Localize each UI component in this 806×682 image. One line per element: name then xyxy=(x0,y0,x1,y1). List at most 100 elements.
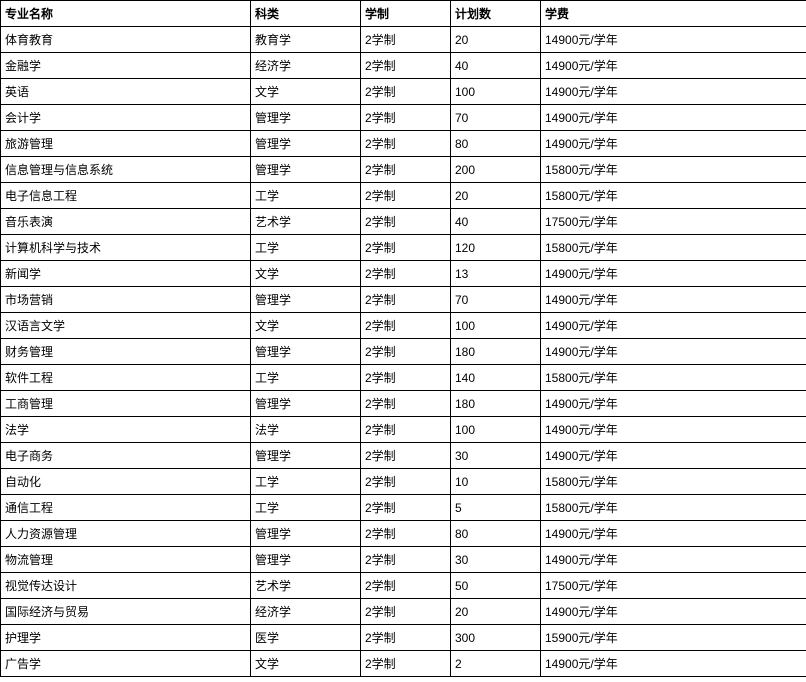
cell-tuition: 14900元/学年 xyxy=(541,339,806,365)
cell-major: 软件工程 xyxy=(1,365,251,391)
table-row: 信息管理与信息系统管理学2学制20015800元/学年 xyxy=(1,157,806,183)
cell-tuition: 15800元/学年 xyxy=(541,469,806,495)
cell-tuition: 14900元/学年 xyxy=(541,131,806,157)
cell-plan: 10 xyxy=(451,469,541,495)
cell-tuition: 14900元/学年 xyxy=(541,417,806,443)
col-header-major: 专业名称 xyxy=(1,1,251,27)
cell-system: 2学制 xyxy=(361,469,451,495)
cell-system: 2学制 xyxy=(361,547,451,573)
cell-system: 2学制 xyxy=(361,105,451,131)
table-row: 广告学文学2学制214900元/学年 xyxy=(1,651,806,677)
table-row: 法学法学2学制10014900元/学年 xyxy=(1,417,806,443)
cell-plan: 80 xyxy=(451,521,541,547)
cell-system: 2学制 xyxy=(361,443,451,469)
table-row: 通信工程工学2学制515800元/学年 xyxy=(1,495,806,521)
cell-system: 2学制 xyxy=(361,53,451,79)
cell-system: 2学制 xyxy=(361,261,451,287)
cell-tuition: 15900元/学年 xyxy=(541,625,806,651)
cell-plan: 70 xyxy=(451,287,541,313)
cell-tuition: 17500元/学年 xyxy=(541,573,806,599)
table-row: 电子商务管理学2学制3014900元/学年 xyxy=(1,443,806,469)
cell-major: 市场营销 xyxy=(1,287,251,313)
cell-major: 通信工程 xyxy=(1,495,251,521)
majors-table: 专业名称科类学制计划数学费 体育教育教育学2学制2014900元/学年金融学经济… xyxy=(0,0,806,677)
cell-tuition: 15800元/学年 xyxy=(541,365,806,391)
cell-tuition: 14900元/学年 xyxy=(541,651,806,677)
cell-category: 管理学 xyxy=(251,521,361,547)
cell-major: 旅游管理 xyxy=(1,131,251,157)
cell-plan: 20 xyxy=(451,27,541,53)
cell-system: 2学制 xyxy=(361,599,451,625)
cell-major: 计算机科学与技术 xyxy=(1,235,251,261)
cell-tuition: 14900元/学年 xyxy=(541,391,806,417)
cell-tuition: 14900元/学年 xyxy=(541,287,806,313)
cell-major: 电子商务 xyxy=(1,443,251,469)
cell-system: 2学制 xyxy=(361,313,451,339)
cell-major: 新闻学 xyxy=(1,261,251,287)
table-row: 自动化工学2学制1015800元/学年 xyxy=(1,469,806,495)
cell-major: 自动化 xyxy=(1,469,251,495)
cell-category: 文学 xyxy=(251,261,361,287)
cell-system: 2学制 xyxy=(361,495,451,521)
cell-category: 法学 xyxy=(251,417,361,443)
cell-category: 工学 xyxy=(251,183,361,209)
cell-major: 汉语言文学 xyxy=(1,313,251,339)
cell-system: 2学制 xyxy=(361,157,451,183)
cell-plan: 100 xyxy=(451,417,541,443)
cell-major: 财务管理 xyxy=(1,339,251,365)
cell-plan: 30 xyxy=(451,443,541,469)
cell-category: 管理学 xyxy=(251,547,361,573)
cell-tuition: 14900元/学年 xyxy=(541,53,806,79)
table-row: 音乐表演艺术学2学制4017500元/学年 xyxy=(1,209,806,235)
cell-tuition: 15800元/学年 xyxy=(541,157,806,183)
cell-tuition: 15800元/学年 xyxy=(541,183,806,209)
cell-major: 会计学 xyxy=(1,105,251,131)
cell-plan: 2 xyxy=(451,651,541,677)
cell-tuition: 14900元/学年 xyxy=(541,547,806,573)
cell-tuition: 14900元/学年 xyxy=(541,79,806,105)
cell-system: 2学制 xyxy=(361,235,451,261)
table-row: 软件工程工学2学制14015800元/学年 xyxy=(1,365,806,391)
cell-major: 人力资源管理 xyxy=(1,521,251,547)
col-header-system: 学制 xyxy=(361,1,451,27)
cell-major: 电子信息工程 xyxy=(1,183,251,209)
table-row: 视觉传达设计艺术学2学制5017500元/学年 xyxy=(1,573,806,599)
cell-major: 护理学 xyxy=(1,625,251,651)
table-row: 电子信息工程工学2学制2015800元/学年 xyxy=(1,183,806,209)
cell-tuition: 14900元/学年 xyxy=(541,599,806,625)
cell-category: 艺术学 xyxy=(251,209,361,235)
cell-major: 体育教育 xyxy=(1,27,251,53)
cell-category: 经济学 xyxy=(251,599,361,625)
cell-major: 物流管理 xyxy=(1,547,251,573)
cell-system: 2学制 xyxy=(361,651,451,677)
cell-category: 文学 xyxy=(251,651,361,677)
cell-category: 工学 xyxy=(251,365,361,391)
cell-plan: 80 xyxy=(451,131,541,157)
cell-tuition: 14900元/学年 xyxy=(541,521,806,547)
table-row: 计算机科学与技术工学2学制12015800元/学年 xyxy=(1,235,806,261)
cell-tuition: 14900元/学年 xyxy=(541,313,806,339)
cell-major: 英语 xyxy=(1,79,251,105)
table-row: 护理学医学2学制30015900元/学年 xyxy=(1,625,806,651)
cell-tuition: 15800元/学年 xyxy=(541,495,806,521)
cell-category: 管理学 xyxy=(251,339,361,365)
cell-category: 艺术学 xyxy=(251,573,361,599)
table-body: 体育教育教育学2学制2014900元/学年金融学经济学2学制4014900元/学… xyxy=(1,27,806,677)
cell-category: 医学 xyxy=(251,625,361,651)
table-row: 体育教育教育学2学制2014900元/学年 xyxy=(1,27,806,53)
cell-major: 视觉传达设计 xyxy=(1,573,251,599)
cell-plan: 70 xyxy=(451,105,541,131)
cell-system: 2学制 xyxy=(361,365,451,391)
cell-tuition: 17500元/学年 xyxy=(541,209,806,235)
table-row: 金融学经济学2学制4014900元/学年 xyxy=(1,53,806,79)
cell-major: 金融学 xyxy=(1,53,251,79)
cell-category: 工学 xyxy=(251,235,361,261)
cell-category: 管理学 xyxy=(251,105,361,131)
cell-plan: 5 xyxy=(451,495,541,521)
cell-system: 2学制 xyxy=(361,209,451,235)
cell-major: 音乐表演 xyxy=(1,209,251,235)
cell-plan: 200 xyxy=(451,157,541,183)
cell-category: 管理学 xyxy=(251,287,361,313)
cell-category: 管理学 xyxy=(251,131,361,157)
cell-system: 2学制 xyxy=(361,391,451,417)
